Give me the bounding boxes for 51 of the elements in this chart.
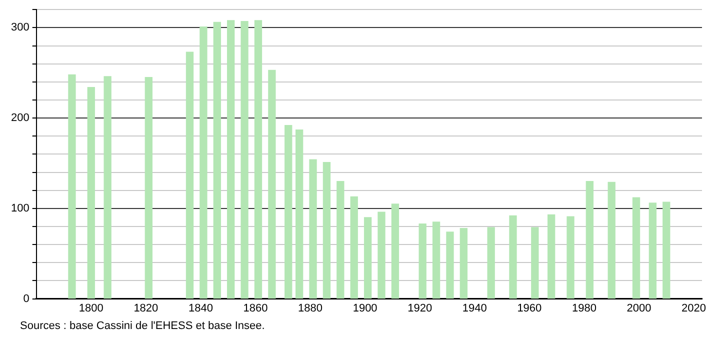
x-tick-label: 1980 xyxy=(572,302,596,314)
bar xyxy=(87,86,95,299)
bar xyxy=(268,70,276,299)
y-tick-label: 200 xyxy=(10,112,30,124)
bar xyxy=(336,180,344,299)
bar xyxy=(586,180,594,299)
bar xyxy=(632,197,640,299)
bar xyxy=(531,227,539,299)
bar xyxy=(460,228,468,299)
bar xyxy=(309,159,317,299)
bar xyxy=(662,202,670,299)
x-tick-label: 1840 xyxy=(188,302,213,314)
bar xyxy=(200,26,208,299)
bar xyxy=(566,216,574,299)
bar xyxy=(144,77,152,299)
bar xyxy=(213,22,221,299)
bar xyxy=(432,222,440,299)
y-tick-label: 100 xyxy=(10,202,30,214)
y-tick-label: 300 xyxy=(10,22,30,34)
x-tick-label: 1880 xyxy=(298,302,323,314)
bar xyxy=(104,76,112,299)
bar xyxy=(227,20,235,299)
x-tick-label: 2000 xyxy=(626,302,652,314)
source-note: Sources : base Cassini de l'EHESS et base Insee. xyxy=(20,320,265,332)
x-tick-label: 1800 xyxy=(78,302,104,314)
bar xyxy=(509,215,517,299)
bar xyxy=(295,129,304,299)
bar xyxy=(68,74,76,299)
bar xyxy=(548,214,556,299)
bar xyxy=(378,212,386,299)
x-tick-label: 1920 xyxy=(408,302,432,314)
bar xyxy=(446,232,454,299)
x-tick-label: 1820 xyxy=(134,302,158,314)
x-tick-label: 1860 xyxy=(243,302,268,314)
x-tick-label: 1900 xyxy=(352,302,378,314)
x-tick-label: 1960 xyxy=(517,302,542,314)
bar xyxy=(322,162,331,299)
bar xyxy=(648,202,657,299)
x-tick-label: 2020 xyxy=(682,302,706,314)
bar xyxy=(284,124,292,299)
y-tick-label: 0 xyxy=(23,292,30,305)
bar xyxy=(350,196,358,299)
bar xyxy=(240,21,248,299)
bar xyxy=(418,223,426,299)
x-tick-label: 1940 xyxy=(462,302,487,314)
bar xyxy=(254,20,262,299)
bar xyxy=(487,227,495,299)
bar xyxy=(364,217,372,299)
bar xyxy=(186,52,194,299)
bar xyxy=(391,204,400,299)
bar xyxy=(608,182,616,299)
